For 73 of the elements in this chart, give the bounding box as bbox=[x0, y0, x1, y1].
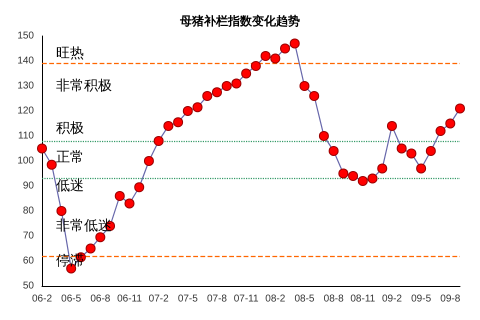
y-tick-label: 110 bbox=[18, 130, 34, 142]
x-tick-label: 06-8 bbox=[90, 294, 111, 304]
point bbox=[328, 146, 339, 156]
point bbox=[192, 102, 203, 112]
point bbox=[338, 168, 348, 178]
chart-title: 母猪补栏指数变化趋势 bbox=[179, 14, 300, 28]
x-tick-label: 07-11 bbox=[234, 294, 259, 304]
point bbox=[124, 198, 134, 208]
x-tick-label: 07-2 bbox=[148, 294, 170, 304]
x-tick-label: 07-5 bbox=[178, 294, 198, 304]
point bbox=[46, 160, 57, 170]
annotation: 非常积极 bbox=[56, 78, 112, 94]
point bbox=[416, 164, 426, 174]
x-tick-label: 09-8 bbox=[440, 294, 461, 304]
point bbox=[290, 38, 300, 48]
point bbox=[358, 176, 368, 186]
point bbox=[299, 81, 310, 91]
point bbox=[212, 87, 222, 98]
point bbox=[280, 44, 290, 54]
point bbox=[309, 91, 320, 101]
point bbox=[231, 78, 242, 88]
point bbox=[182, 106, 193, 116]
point bbox=[436, 126, 446, 136]
point bbox=[86, 244, 96, 254]
point bbox=[222, 81, 232, 91]
point bbox=[241, 68, 252, 78]
y-tick-label: 150 bbox=[17, 30, 34, 42]
point bbox=[396, 144, 407, 154]
point bbox=[114, 191, 125, 201]
point bbox=[154, 136, 164, 146]
annotation: 积极 bbox=[56, 120, 84, 136]
point bbox=[134, 182, 144, 192]
x-tick-label: 08-5 bbox=[294, 294, 315, 304]
x-tick-label: 06-2 bbox=[32, 294, 52, 304]
point bbox=[56, 206, 66, 216]
x-tick-label: 09-2 bbox=[382, 294, 402, 304]
point bbox=[426, 146, 436, 156]
point bbox=[445, 118, 456, 128]
y-tick-label: 50 bbox=[22, 280, 34, 292]
y-tick-label: 120 bbox=[17, 106, 34, 116]
y-tick-label: 100 bbox=[17, 156, 34, 166]
x-tick-label: 06-11 bbox=[117, 294, 142, 304]
point bbox=[270, 54, 280, 64]
y-tick-label: 70 bbox=[22, 230, 34, 242]
x-tick-label: 07-8 bbox=[206, 294, 228, 304]
point bbox=[348, 171, 358, 181]
x-tick-label: 08-11 bbox=[350, 294, 376, 304]
y-tick-label: 140 bbox=[17, 56, 34, 66]
y-tick-label: 80 bbox=[22, 206, 34, 216]
point bbox=[250, 61, 261, 71]
x-tick-label: 08-8 bbox=[324, 294, 344, 304]
point bbox=[260, 51, 271, 61]
point bbox=[163, 121, 174, 131]
point bbox=[386, 121, 397, 131]
point bbox=[144, 156, 154, 166]
point bbox=[95, 232, 106, 242]
point bbox=[37, 144, 47, 154]
x-tick-label: 08-2 bbox=[265, 294, 286, 304]
y-tick-label: 60 bbox=[22, 256, 34, 266]
x-tick-label: 09-5 bbox=[411, 294, 432, 304]
annotation: 正常 bbox=[56, 149, 84, 166]
point bbox=[318, 131, 329, 141]
point bbox=[377, 164, 388, 174]
point bbox=[368, 174, 378, 184]
point bbox=[202, 91, 212, 101]
annotation: 旺热 bbox=[56, 46, 84, 62]
point bbox=[173, 117, 184, 128]
point bbox=[455, 104, 465, 114]
y-tick-label: 90 bbox=[22, 180, 34, 192]
y-tick-label: 130 bbox=[17, 80, 34, 92]
point bbox=[406, 148, 416, 158]
x-tick-label: 06-5 bbox=[61, 294, 82, 304]
annotation: 低迷 bbox=[56, 178, 84, 194]
